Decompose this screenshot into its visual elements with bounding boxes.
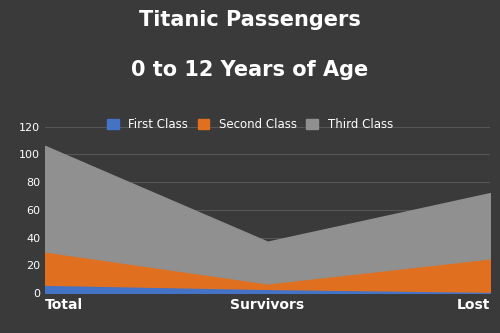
Legend: First Class, Second Class, Third Class: First Class, Second Class, Third Class bbox=[105, 116, 395, 134]
Text: 0 to 12 Years of Age: 0 to 12 Years of Age bbox=[132, 60, 368, 80]
Text: Titanic Passengers: Titanic Passengers bbox=[139, 10, 361, 30]
